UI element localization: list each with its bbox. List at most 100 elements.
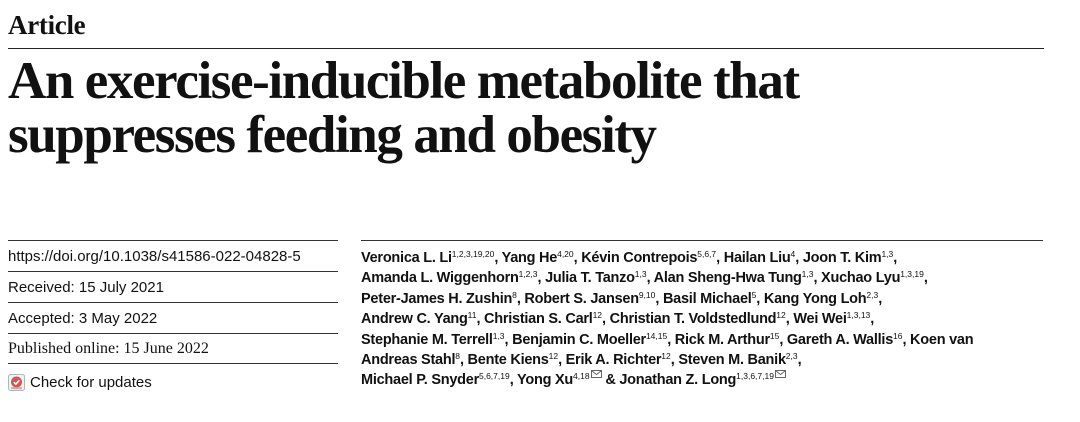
author-line: Stephanie M. Terrell1,3, Benjamin C. Moe… — [361, 330, 1043, 350]
author-name[interactable]: Rick M. Arthur — [674, 331, 770, 348]
crossmark-icon — [8, 374, 25, 391]
author-separator: , — [756, 290, 764, 307]
author-separator: , — [459, 352, 468, 369]
author-affiliations: 4,20 — [557, 249, 574, 259]
author-affiliations: 1,3 — [634, 269, 647, 280]
author-name[interactable]: Peter-James H. Zushin — [361, 290, 513, 307]
title-line-2: suppresses feeding and obesity — [8, 106, 657, 164]
author-affiliations: 1,3 — [881, 249, 894, 259]
author-name[interactable]: Kévin Contrepois — [581, 250, 698, 266]
author-separator: , — [667, 331, 675, 348]
author-name[interactable]: Jonathan Z. Long — [619, 372, 737, 389]
author-name[interactable]: Amanda L. Wiggenhorn — [361, 270, 519, 287]
author-line: Andrew C. Yang11, Christian S. Carl12, C… — [361, 309, 1043, 329]
author-affiliations: 1,3,13 — [846, 310, 871, 321]
author-name[interactable]: Benjamin C. Moeller — [512, 331, 646, 348]
check-for-updates-label: Check for updates — [30, 374, 152, 391]
author-separator: , — [476, 311, 485, 328]
email-icon[interactable] — [590, 370, 602, 379]
author-affiliations: 5,6,7,19 — [478, 371, 510, 382]
author-separator: , — [655, 290, 663, 307]
author-name[interactable]: Gareth A. Wallis — [786, 331, 894, 348]
author-affiliations: 1,3 — [492, 330, 505, 341]
author-affiliations: 4 — [790, 249, 796, 259]
author-affiliations: 2,3 — [785, 351, 798, 362]
author-name[interactable]: Julia T. Tanzo — [545, 270, 635, 287]
doi-link[interactable]: https://doi.org/10.1038/s41586-022-04828… — [8, 240, 338, 271]
author-name[interactable]: Michael P. Snyder — [361, 372, 479, 389]
author-name[interactable]: Robert S. Jansen — [524, 290, 639, 307]
author-separator: , — [902, 331, 911, 348]
author-separator: , — [670, 352, 679, 369]
title-line-1: An exercise-inducible metabolite that — [8, 52, 800, 110]
author-line: Peter-James H. Zushin8, Robert S. Jansen… — [361, 289, 1043, 309]
author-affiliations: 12 — [548, 351, 559, 362]
author-affiliations: 1,3,6,7,19 — [736, 371, 774, 382]
accepted-date: Accepted: 3 May 2022 — [8, 302, 338, 333]
author-name[interactable]: Xuchao Lyu — [821, 270, 901, 287]
author-name[interactable]: Bente Kiens — [467, 352, 549, 369]
author-line: Amanda L. Wiggenhorn1,2,3, Julia T. Tanz… — [361, 268, 1043, 288]
author-separator: , — [870, 311, 875, 328]
author-separator: , — [509, 372, 518, 389]
author-affiliations: 12 — [661, 351, 671, 362]
author-affiliations: 16 — [893, 330, 903, 341]
author-name[interactable]: Christian T. Voldstedlund — [609, 311, 777, 328]
author-separator: , — [537, 270, 546, 287]
author-name[interactable]: Koen van — [910, 331, 974, 348]
author-affiliations: 5,6,7 — [697, 249, 717, 259]
author-name[interactable]: Basil Michael — [662, 290, 752, 307]
check-for-updates-button[interactable]: Check for updates — [8, 364, 338, 395]
author-separator: , — [646, 270, 654, 287]
author-affiliations: 9,10 — [638, 289, 656, 300]
author-separator: , — [785, 311, 794, 328]
author-name[interactable]: Andreas Stahl — [361, 352, 456, 369]
author-affiliations: 11 — [467, 310, 477, 321]
author-affiliations: 5 — [751, 289, 757, 300]
author-name[interactable]: Yong Xu — [517, 372, 573, 389]
author-separator: , — [923, 270, 928, 287]
author-name[interactable]: Wei Wei — [793, 311, 847, 328]
author-name[interactable]: Joon T. Kim — [802, 250, 882, 266]
author-affiliations: 1,3,19 — [900, 269, 924, 280]
author-name[interactable]: Kang Yong Loh — [763, 290, 867, 307]
author-affiliations: 1,2,3 — [518, 269, 538, 280]
author-name[interactable]: Alan Sheng-Hwa Tung — [653, 270, 802, 287]
author-name[interactable]: Yang He — [501, 250, 558, 266]
author-separator: , — [516, 290, 525, 307]
header-rule — [8, 48, 1044, 49]
author-affiliations: 14,15 — [645, 330, 668, 341]
author-affiliations: 1,3 — [801, 269, 814, 280]
author-separator: , — [813, 270, 822, 287]
author-name[interactable]: Veronica L. Li — [361, 250, 452, 266]
author-name[interactable]: Stephanie M. Terrell — [361, 331, 493, 348]
article-title: An exercise-inducible metabolite that su… — [8, 54, 1048, 162]
author-name[interactable]: Steven M. Banik — [678, 352, 786, 369]
author-line: Michael P. Snyder5,6,7,19, Yong Xu4,18 &… — [361, 370, 1043, 390]
author-affiliations: 1,2,3,19,20 — [451, 249, 495, 259]
author-name[interactable]: Christian S. Carl — [484, 311, 593, 328]
author-separator: , — [573, 250, 582, 266]
article-metadata: https://doi.org/10.1038/s41586-022-04828… — [8, 240, 338, 395]
author-affiliations: 8 — [512, 289, 517, 300]
article-type-label: Article — [8, 10, 86, 40]
author-separator: , — [602, 311, 610, 328]
author-separator: , — [797, 352, 802, 369]
author-separator: , — [878, 290, 883, 307]
author-name[interactable]: Andrew C. Yang — [361, 311, 468, 328]
received-date: Received: 15 July 2021 — [8, 271, 338, 302]
author-separator: , — [494, 250, 502, 266]
author-affiliations: 15 — [769, 330, 780, 341]
author-affiliations: 8 — [455, 351, 460, 362]
author-name[interactable]: Erik A. Richter — [565, 352, 662, 369]
author-name[interactable]: Hailan Liu — [723, 250, 791, 266]
author-line: Andreas Stahl8, Bente Kiens12, Erik A. R… — [361, 350, 1043, 370]
email-icon[interactable] — [775, 370, 786, 379]
author-separator: , — [558, 352, 566, 369]
author-separator: & — [601, 372, 620, 389]
author-affiliations: 12 — [592, 310, 603, 321]
author-list: Veronica L. Li1,2,3,19,20, Yang He4,20, … — [361, 240, 1043, 391]
published-date: Published online: 15 June 2022 — [8, 333, 338, 364]
author-separator: , — [779, 331, 787, 348]
author-affiliations: 4,18 — [573, 371, 590, 382]
